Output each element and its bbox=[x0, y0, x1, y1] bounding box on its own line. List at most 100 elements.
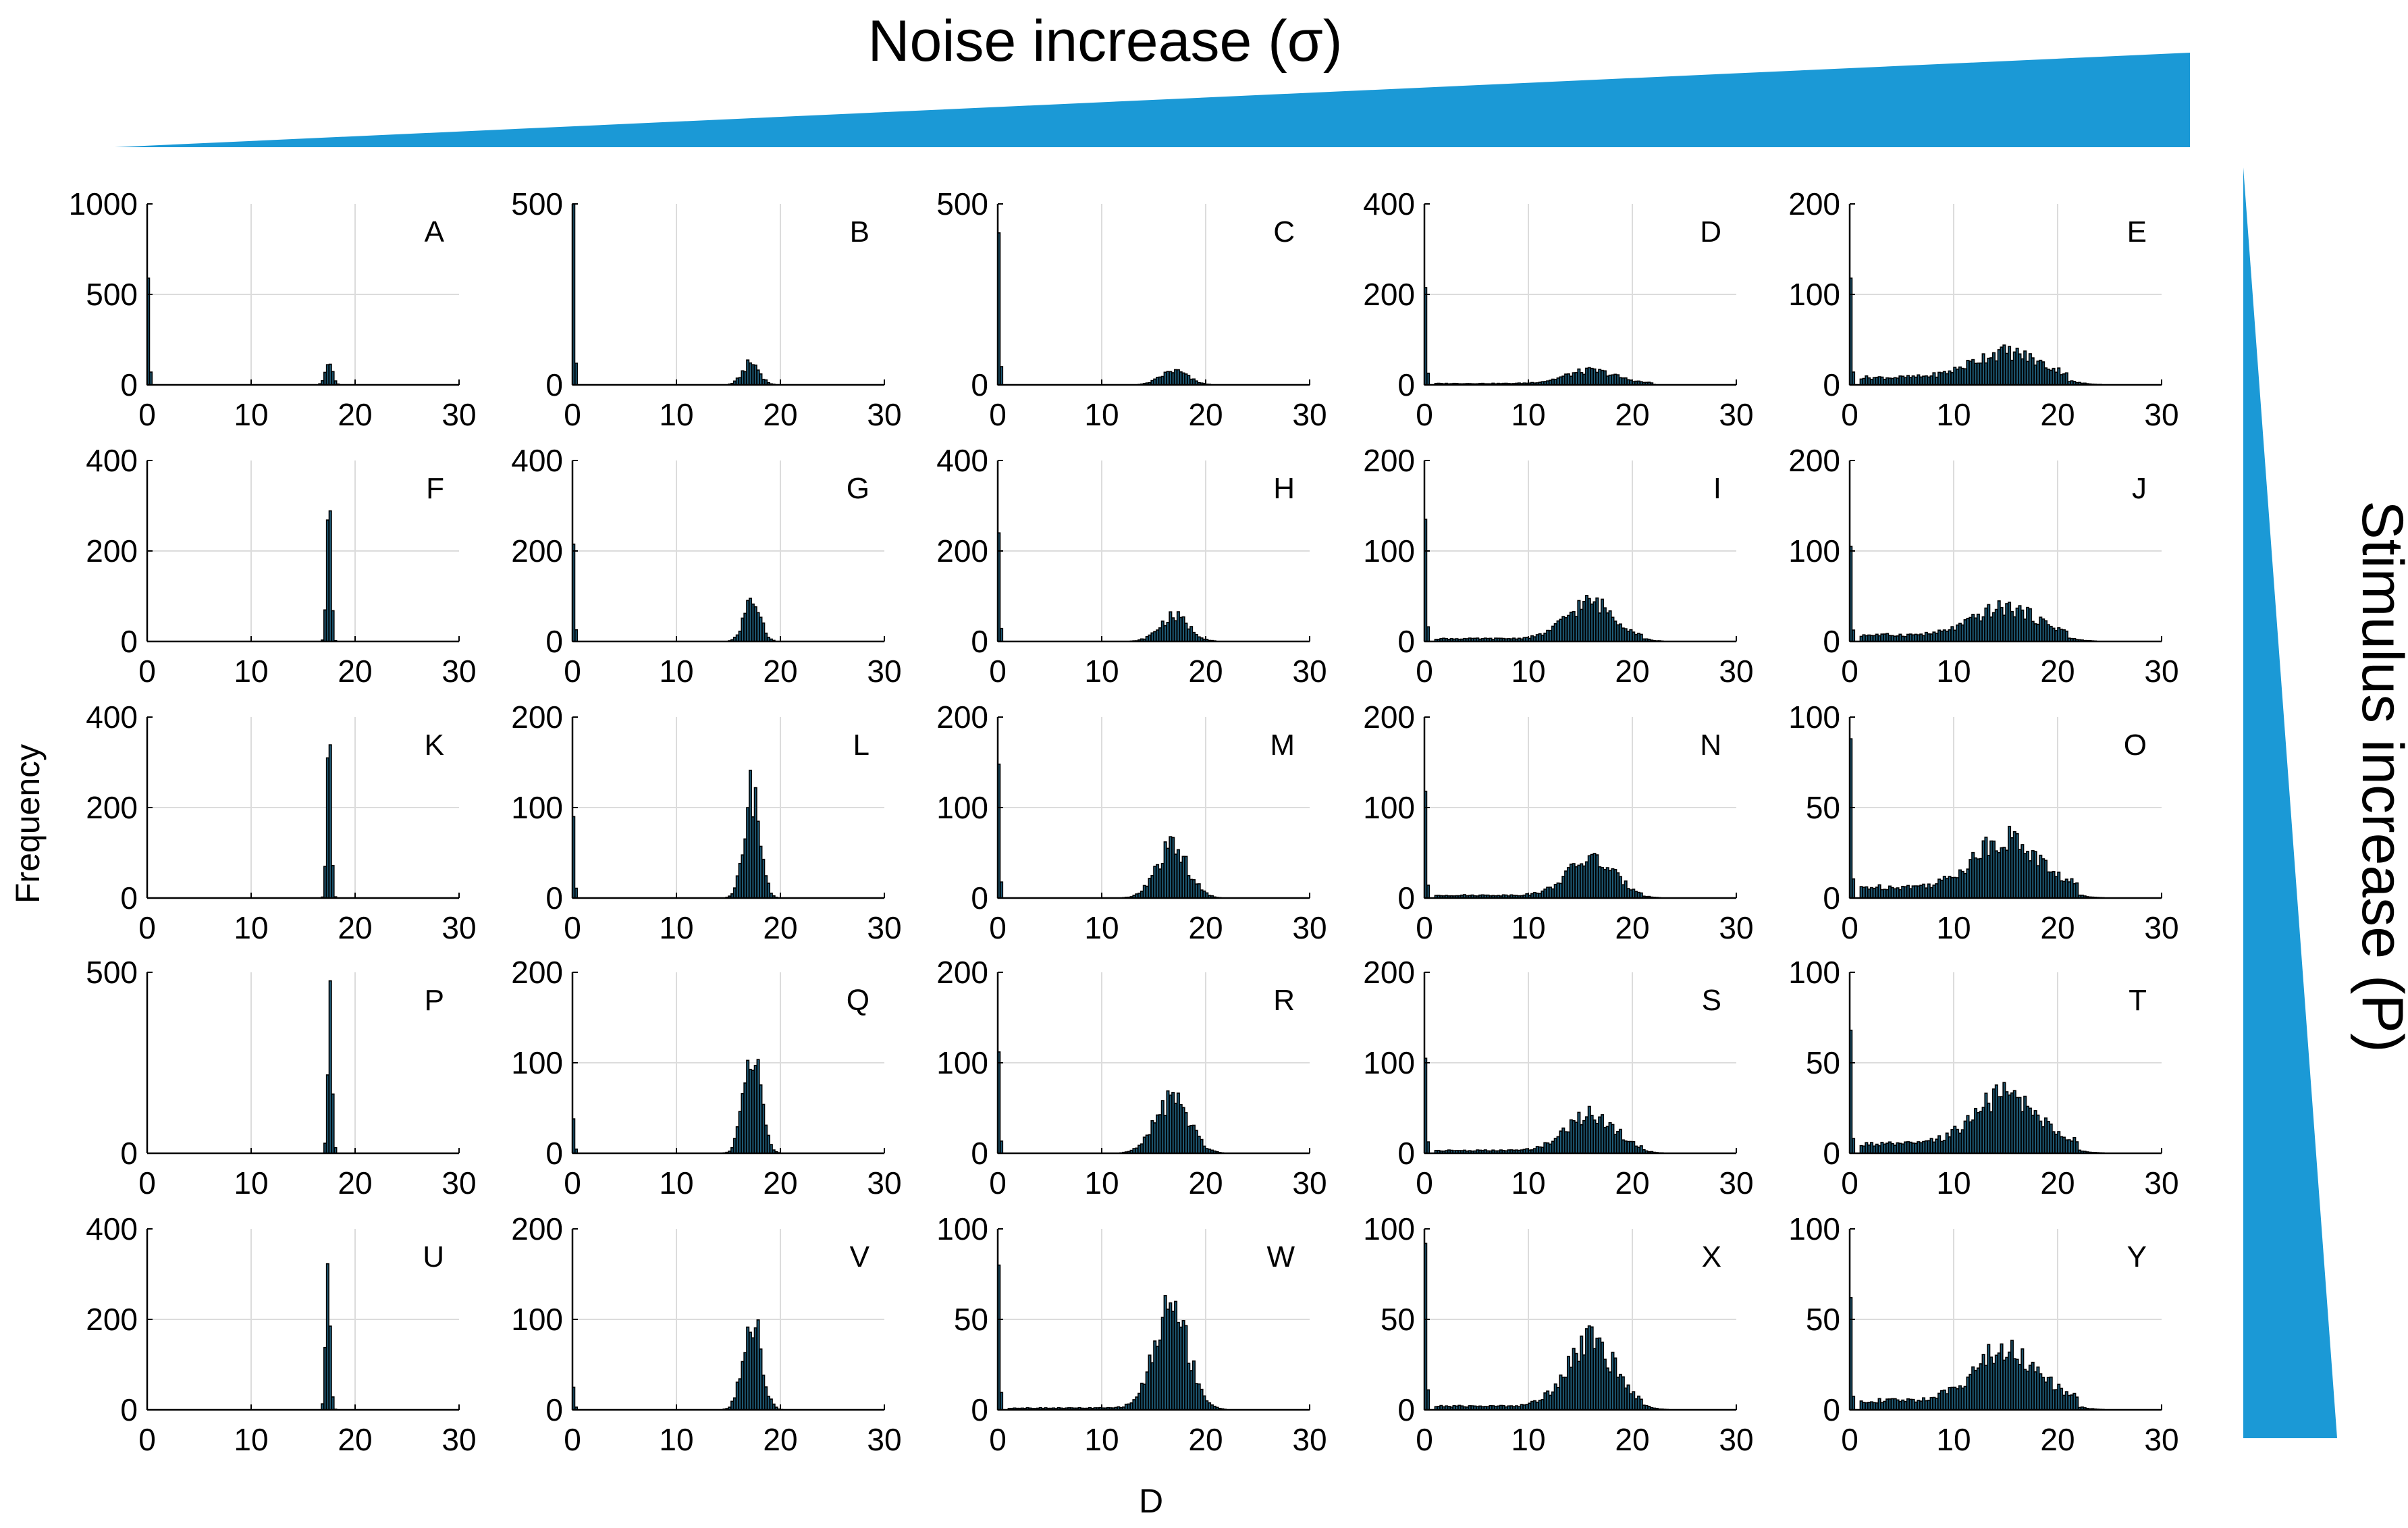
histogram-bar bbox=[1616, 624, 1620, 642]
histogram-bar bbox=[1963, 619, 1967, 642]
histogram-bar bbox=[766, 1396, 771, 1411]
histogram-bar bbox=[1958, 1132, 1962, 1154]
histogram-bar bbox=[2015, 347, 2019, 386]
y-tick-label: 200 bbox=[1363, 955, 1415, 990]
histogram-bar bbox=[1906, 1398, 1910, 1411]
panel-letter: W bbox=[1266, 1240, 1295, 1273]
histogram-bar bbox=[1901, 1143, 1905, 1154]
histogram-bar bbox=[1852, 371, 1856, 386]
histogram-bar bbox=[1132, 1399, 1136, 1411]
histogram-bar bbox=[1942, 1140, 1946, 1154]
histogram-bar bbox=[1942, 371, 1946, 386]
histogram-bar bbox=[1859, 1144, 1863, 1154]
x-tick-label: 10 bbox=[1511, 910, 1545, 945]
histogram-bar bbox=[743, 1082, 747, 1154]
histogram-bar bbox=[1426, 372, 1430, 386]
histogram-bar bbox=[1885, 1142, 1890, 1154]
histogram-bar bbox=[2072, 1392, 2077, 1411]
histogram-bar bbox=[1908, 888, 1912, 899]
x-tick-label: 30 bbox=[1292, 1165, 1327, 1201]
histogram-bar bbox=[1939, 879, 1944, 899]
histogram-bar bbox=[1605, 867, 1609, 899]
panel-h: 0 10 20 30 0 200 400 H bbox=[936, 443, 1327, 689]
panel-letter: C bbox=[1273, 215, 1295, 248]
histogram-bar bbox=[2002, 847, 2006, 899]
histogram-bar bbox=[2036, 623, 2040, 642]
histogram-bar bbox=[1616, 1376, 1620, 1411]
histogram-bar bbox=[2046, 624, 2050, 642]
histogram-bar bbox=[1875, 1143, 1879, 1154]
panel-letter: L bbox=[853, 729, 869, 762]
panel-l: 0 10 20 30 0 100 200 L bbox=[511, 700, 901, 945]
histogram-bar bbox=[1865, 1402, 1869, 1411]
histogram-bar bbox=[2005, 1356, 2009, 1411]
histogram-bar bbox=[741, 1361, 745, 1411]
histogram-bar bbox=[1945, 373, 1949, 386]
y-tick-label: 100 bbox=[936, 790, 988, 825]
histogram-bar bbox=[1158, 868, 1162, 899]
histogram-bar bbox=[2064, 878, 2068, 899]
y-tick-label: 50 bbox=[1381, 1302, 1415, 1337]
histogram-bar bbox=[1179, 1326, 1183, 1411]
histogram-bar bbox=[1556, 882, 1560, 899]
histogram-bar bbox=[1974, 857, 1978, 899]
histogram-bar bbox=[574, 629, 579, 642]
panel-letter: P bbox=[425, 984, 444, 1017]
histogram-bar bbox=[2028, 353, 2032, 386]
histogram-bar bbox=[751, 364, 755, 386]
x-tick-label: 10 bbox=[1936, 1165, 1971, 1201]
histogram-bar bbox=[751, 1337, 755, 1411]
histogram-bar bbox=[1000, 881, 1004, 899]
x-tick-label: 30 bbox=[867, 1165, 901, 1201]
histogram-bar bbox=[1595, 854, 1599, 899]
histogram-bar bbox=[1611, 868, 1615, 899]
histogram-bar bbox=[749, 1068, 753, 1154]
histogram-bar bbox=[2036, 865, 2040, 899]
histogram-bar bbox=[1608, 610, 1612, 642]
y-tick-label: 200 bbox=[511, 955, 563, 990]
histogram-bar bbox=[749, 769, 753, 899]
x-tick-label: 30 bbox=[867, 654, 901, 689]
histogram-bar bbox=[1150, 1119, 1154, 1154]
histogram-bar bbox=[1156, 377, 1160, 386]
histogram-bar bbox=[1595, 371, 1599, 386]
histogram-bar bbox=[769, 1144, 773, 1154]
histogram-bar bbox=[1538, 1146, 1542, 1154]
histogram-bar bbox=[2070, 1394, 2074, 1411]
histogram-bar bbox=[323, 1346, 327, 1411]
histogram-bar bbox=[1966, 1376, 1970, 1411]
histogram-bar bbox=[328, 363, 332, 386]
histogram-bar bbox=[1971, 851, 1975, 899]
x-tick-label: 30 bbox=[2144, 1165, 2178, 1201]
histogram-bar bbox=[764, 1386, 768, 1411]
histogram-bar bbox=[1989, 357, 1994, 386]
histogram-bar bbox=[1566, 1355, 1571, 1411]
histogram-bar bbox=[2041, 858, 2045, 899]
y-tick-label: 100 bbox=[511, 790, 563, 825]
histogram-bar bbox=[1908, 1141, 1912, 1154]
histogram-bar bbox=[2026, 606, 2030, 642]
histogram-bar bbox=[2043, 620, 2048, 642]
histogram-bar bbox=[1987, 604, 1991, 642]
histogram-bar bbox=[735, 1381, 739, 1411]
panel-u: 0 10 20 30 0 200 400 U bbox=[86, 1211, 476, 1457]
histogram-bar bbox=[1601, 369, 1605, 386]
y-tick-label: 0 bbox=[1823, 1136, 1840, 1171]
histogram-bar bbox=[325, 519, 329, 642]
x-tick-label: 0 bbox=[1841, 397, 1858, 432]
panel-q: 0 10 20 30 0 100 200 Q bbox=[511, 955, 901, 1201]
histogram-bar bbox=[1991, 1363, 1996, 1411]
histogram-bar bbox=[1922, 883, 1926, 899]
y-tick-label: 0 bbox=[1823, 880, 1840, 916]
x-tick-label: 30 bbox=[1719, 654, 1753, 689]
y-tick-label: 0 bbox=[1823, 624, 1840, 659]
histogram-bar bbox=[1587, 367, 1591, 386]
histogram-bar bbox=[1888, 635, 1892, 642]
histogram-bar bbox=[1929, 375, 1933, 386]
x-tick-label: 30 bbox=[867, 397, 901, 432]
histogram-bar bbox=[756, 612, 760, 642]
histogram-bar bbox=[1867, 634, 1871, 642]
x-tick-label: 0 bbox=[1841, 1422, 1858, 1457]
panel-m: 0 10 20 30 0 100 200 M bbox=[936, 700, 1327, 945]
histogram-bar bbox=[738, 1111, 742, 1154]
